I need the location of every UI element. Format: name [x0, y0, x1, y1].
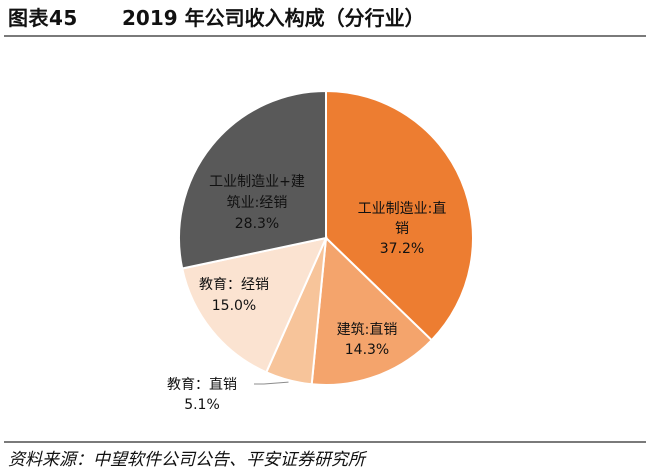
- slice-label-4: 教育：经销 15.0%: [199, 277, 269, 314]
- pie-slice-2: [310, 235, 434, 386]
- slice-label-line: 工业制造业:直: [358, 200, 447, 217]
- slice-label-line: 15.0%: [212, 298, 256, 314]
- slice-label-line: 14.3%: [345, 342, 389, 358]
- slice-label-line: 5.1%: [184, 397, 220, 413]
- pie-slice-4: [181, 236, 328, 374]
- pie-slice-1: [325, 89, 474, 342]
- top-rule: [4, 35, 646, 37]
- slice-label-2: 建筑:直销 14.3%: [337, 321, 398, 358]
- leader-lines: [254, 381, 289, 385]
- figure-header: 图表45 2019 年公司收入构成（分行业）: [0, 0, 650, 36]
- slice-labels: 工业制造业:直销 37.2% 建筑:直销 14.3% 教育：直销 5.1% 教育：经销 15.…: [167, 174, 446, 413]
- slice-label-5: 工业制造业+建筑业:经销 28.3%: [209, 174, 305, 232]
- slice-label-line: 教育：直销: [167, 376, 237, 393]
- slice-label-1: 工业制造业:直销 37.2%: [358, 200, 447, 257]
- slice-label-line: 工业制造业+建: [209, 174, 305, 190]
- slice-label-line: 筑业:经销: [227, 195, 288, 211]
- figure-number: 图表45: [8, 6, 78, 30]
- chart-title: 2019 年公司收入构成（分行业）: [122, 6, 425, 30]
- slice-label-line: 37.2%: [380, 241, 424, 257]
- pie-slices: [177, 89, 474, 386]
- slice-label-3: 教育：直销 5.1%: [167, 376, 237, 413]
- source-note: 资料来源：中望软件公司公告、平安证券研究所: [8, 450, 365, 470]
- slice-label-line: 教育：经销: [199, 277, 269, 293]
- slice-label-line: 建筑:直销: [337, 321, 398, 338]
- slice-label-line: 28.3%: [235, 216, 279, 232]
- pie-slice-5: [177, 89, 327, 270]
- slice-label-line: 销: [395, 221, 409, 237]
- leader-line-slice-3: [254, 381, 289, 385]
- bottom-rule: [4, 441, 646, 443]
